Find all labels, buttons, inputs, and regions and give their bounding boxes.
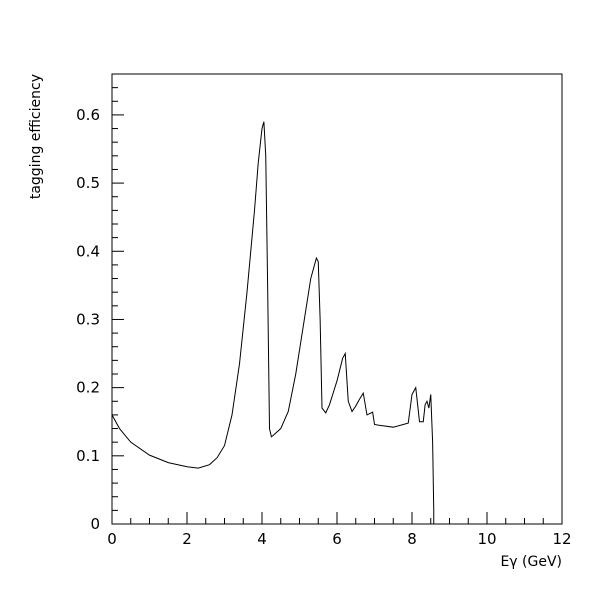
x-tick-label: 0: [107, 530, 117, 548]
y-tick-label: 0.4: [76, 242, 100, 260]
plot-frame: [111, 73, 563, 525]
y-tick-label: 0.5: [76, 174, 100, 192]
x-tick-label: 4: [257, 530, 267, 548]
y-axis-label: tagging efficiency: [28, 74, 44, 199]
x-tick-label: 8: [407, 530, 417, 548]
y-tick-label: 0.6: [76, 106, 100, 124]
x-tick-label: 10: [477, 530, 496, 548]
y-tick-label: 0.1: [76, 447, 100, 465]
x-axis-label: Eγ (GeV): [500, 554, 562, 570]
y-tick-label: 0.3: [76, 310, 100, 328]
y-tick-label: 0: [90, 515, 100, 533]
x-tick-label: 6: [332, 530, 342, 548]
axis-ticks: [111, 73, 563, 525]
x-tick-label: 2: [182, 530, 192, 548]
axis-tick-labels: 0 2 4 6 8 10 12 0 0.1 0.2 0.3 0.4 0.5 0.6: [76, 106, 571, 548]
x-tick-label: 12: [552, 530, 571, 548]
series-line: [111, 121, 435, 524]
y-tick-label: 0.2: [76, 379, 100, 397]
